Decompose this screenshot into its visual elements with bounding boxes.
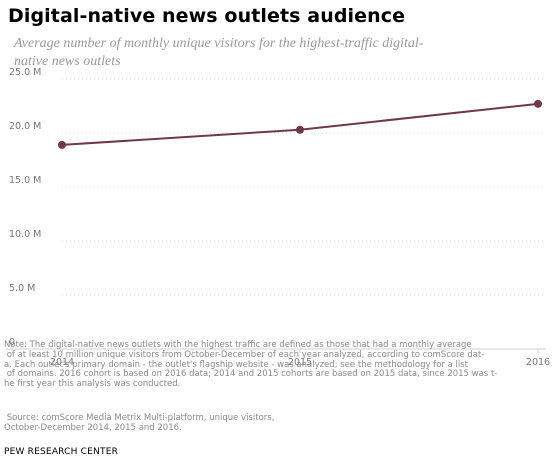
data-point[interactable] bbox=[296, 125, 304, 134]
y-tick-label: 5.0 M bbox=[9, 283, 35, 294]
line-chart: 05.0 M10.0 M15.0 M20.0 M25.0 M 2014 2015 2… bbox=[6, 67, 550, 368]
x-tick-label: 2016 bbox=[526, 357, 550, 368]
chart-source: Source: comScore Media Metrix Multi-plat… bbox=[4, 413, 275, 433]
data-point[interactable] bbox=[534, 99, 542, 108]
x-axis-ticks: 2014 2015 2016 bbox=[50, 349, 550, 368]
y-tick-label: 20.0 M bbox=[9, 121, 41, 132]
y-axis-ticks: 0 5.0 M 10.0 M 15.0 M 20.0 M 25.0 M bbox=[9, 67, 41, 348]
chart-subtitle: Average number of monthly unique visitor… bbox=[14, 36, 424, 69]
x-tick-label: 2015 bbox=[288, 357, 312, 368]
y-tick-label: 25.0 M bbox=[9, 67, 41, 78]
pew-research-credit: PEW RESEARCH CENTER bbox=[4, 447, 119, 457]
chart-note: Note: The digital-native news outlets wi… bbox=[4, 340, 498, 390]
chart-title: Digital-native news outlets audience bbox=[8, 5, 406, 27]
gridlines bbox=[6, 78, 546, 350]
series-layer bbox=[58, 99, 542, 149]
y-tick-label: 10.0 M bbox=[9, 229, 41, 240]
data-point[interactable] bbox=[58, 140, 66, 149]
y-tick-label: 15.0 M bbox=[9, 175, 41, 186]
y-tick-label: 0 bbox=[9, 337, 15, 348]
series-line bbox=[61, 102, 539, 146]
x-tick-label: 2014 bbox=[50, 357, 74, 368]
